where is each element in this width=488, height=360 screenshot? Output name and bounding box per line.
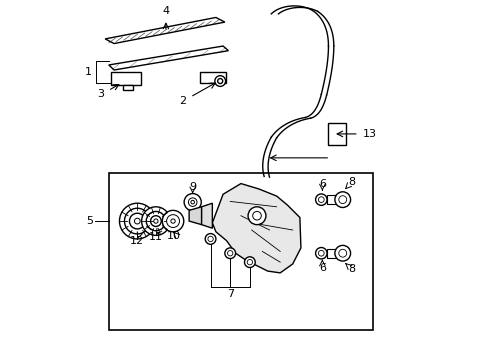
Circle shape	[315, 194, 326, 205]
Text: 5: 5	[86, 216, 94, 226]
Circle shape	[318, 250, 324, 256]
Circle shape	[244, 257, 255, 267]
Text: 12: 12	[130, 236, 144, 246]
Circle shape	[318, 197, 324, 203]
Text: 6: 6	[318, 179, 325, 189]
Circle shape	[142, 207, 170, 235]
Circle shape	[207, 236, 213, 242]
Text: 7: 7	[226, 289, 233, 298]
Circle shape	[224, 248, 235, 258]
Circle shape	[162, 210, 183, 232]
Text: 3: 3	[97, 89, 104, 99]
Text: 13: 13	[363, 129, 376, 139]
Circle shape	[146, 211, 165, 231]
Text: 8: 8	[347, 177, 354, 187]
Bar	[110, 72, 141, 85]
Text: 8: 8	[347, 264, 354, 274]
Circle shape	[334, 246, 350, 261]
Circle shape	[119, 203, 155, 239]
Polygon shape	[108, 46, 228, 70]
Polygon shape	[189, 207, 201, 225]
Circle shape	[246, 260, 252, 265]
Circle shape	[166, 215, 179, 228]
Circle shape	[153, 219, 158, 223]
Circle shape	[217, 78, 222, 84]
Bar	[108, 173, 372, 330]
Text: 4: 4	[162, 6, 169, 16]
Circle shape	[227, 251, 232, 256]
Circle shape	[134, 218, 140, 224]
Bar	[326, 249, 336, 258]
Circle shape	[205, 234, 216, 244]
Circle shape	[190, 201, 194, 204]
Text: 10: 10	[166, 231, 181, 242]
Bar	[123, 85, 133, 90]
Circle shape	[247, 207, 265, 225]
Circle shape	[184, 194, 201, 211]
Circle shape	[171, 219, 175, 223]
Polygon shape	[212, 184, 300, 273]
Circle shape	[124, 208, 150, 234]
Text: 9: 9	[189, 182, 196, 192]
Circle shape	[150, 216, 161, 226]
Circle shape	[188, 198, 197, 206]
Bar	[200, 72, 225, 83]
Circle shape	[129, 213, 145, 229]
Polygon shape	[201, 203, 212, 228]
Bar	[328, 123, 345, 145]
Circle shape	[338, 196, 346, 203]
Circle shape	[252, 211, 261, 220]
Text: 11: 11	[149, 232, 163, 242]
Bar	[326, 195, 336, 204]
Text: 1: 1	[85, 67, 92, 77]
Text: 2: 2	[179, 96, 186, 106]
Text: 6: 6	[318, 262, 325, 273]
Circle shape	[315, 248, 326, 259]
Circle shape	[338, 249, 346, 257]
Circle shape	[334, 192, 350, 207]
Polygon shape	[105, 18, 224, 44]
Circle shape	[214, 76, 225, 86]
